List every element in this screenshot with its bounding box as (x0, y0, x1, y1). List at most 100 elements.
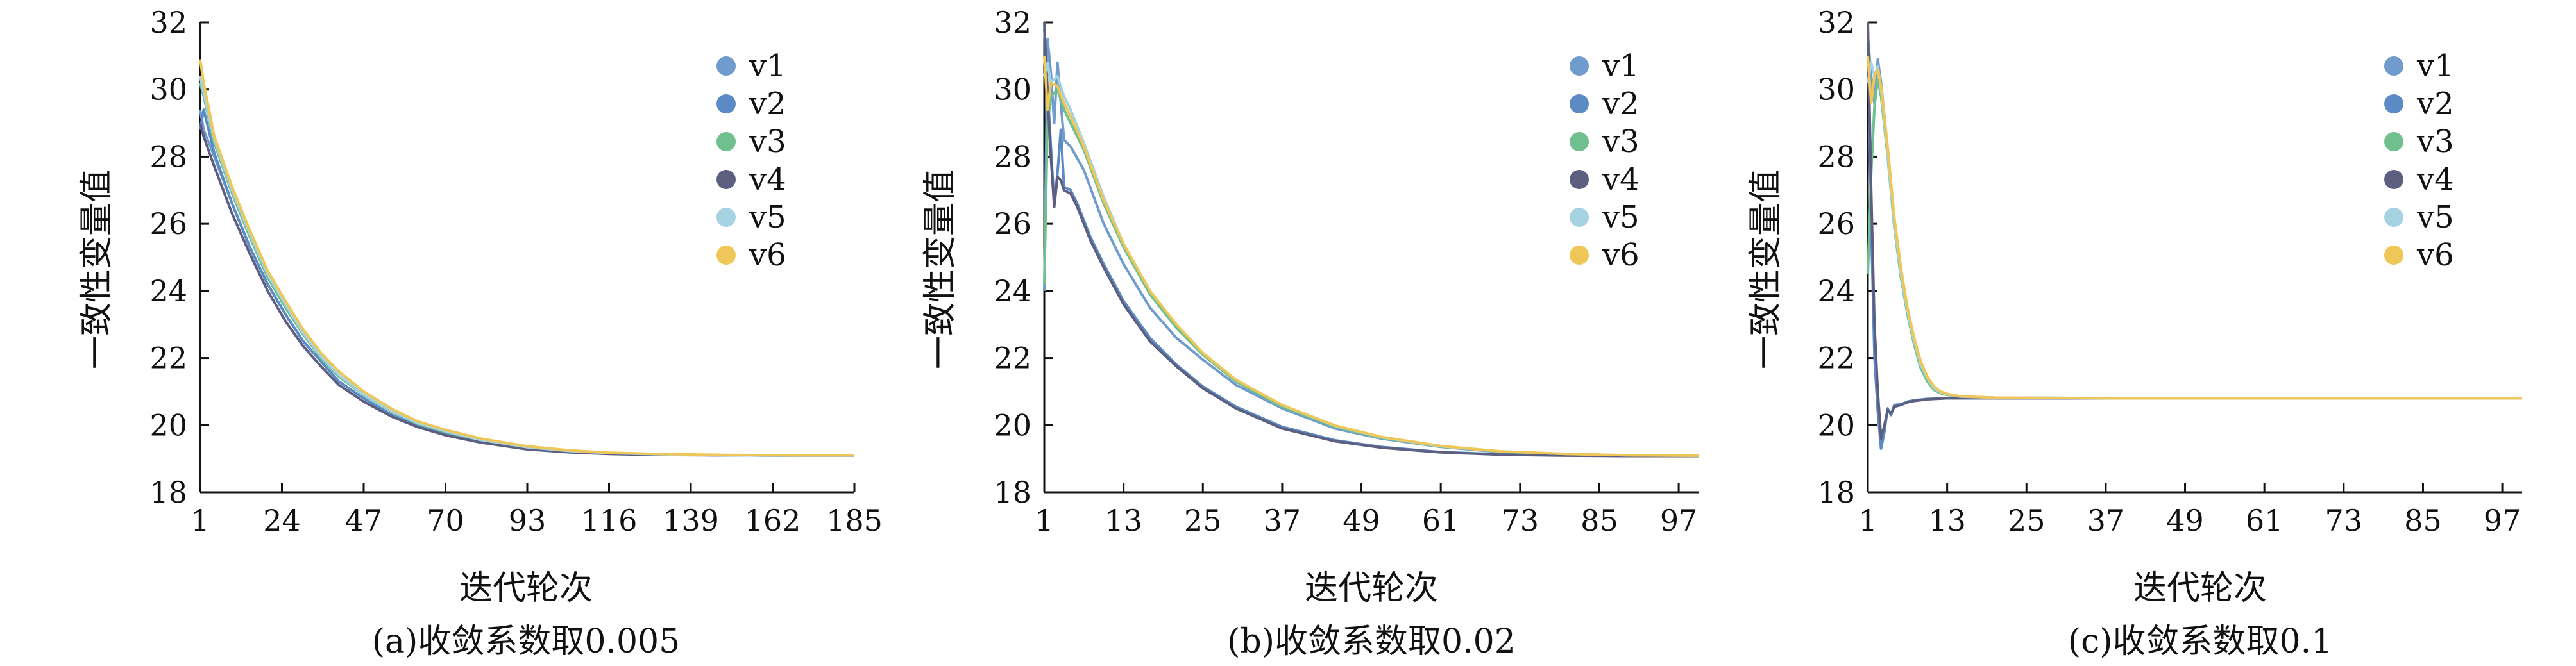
panel-a-series-v6 (199, 59, 854, 457)
panel-c-legend-label-v6: v6 (2416, 237, 2454, 273)
panel-a-legend-label-v4: v4 (749, 162, 786, 197)
panel-a-legend-label-v3: v3 (749, 124, 786, 160)
panel-a-ytick-label: 30 (149, 72, 187, 107)
panel-b-ytick-label: 18 (994, 475, 1031, 510)
panel-c: 一致性变量值 迭代轮次 (c)收敛系数取0.1 18 20 22 24 26 28 30 32… (1747, 5, 2522, 661)
panel-c-ytick-label: 32 (1817, 5, 1855, 40)
panel-b-ytick-label: 24 (994, 274, 1031, 308)
panel-b-xlabel: 迭代轮次 (1305, 569, 1438, 608)
panel-a-xtick-label: 24 (263, 503, 301, 538)
panel-b-series-v2 (1043, 29, 1699, 458)
panel-b-legend-label-v1: v1 (1602, 48, 1640, 84)
panel-b-legend-label-v2: v2 (1602, 86, 1640, 122)
panel-c-xtick-label: 37 (2087, 503, 2125, 538)
panel-c-legend-marker-v4 (2384, 170, 2403, 189)
panel-b-xtick-label: 73 (1502, 503, 1539, 538)
panel-c-legend-label-v5: v5 (2416, 199, 2454, 235)
panel-b-xtick-label: 85 (1580, 503, 1618, 538)
panel-a-caption: (a)收敛系数取0.005 (372, 622, 680, 661)
panel-c-xtick-label: 61 (2246, 503, 2284, 538)
panel-b-legend-marker-v2 (1570, 94, 1589, 113)
panel-a-ytick-label: 26 (149, 206, 187, 241)
panel-b-legend-label-v3: v3 (1602, 124, 1640, 160)
panel-b-xtick-label: 13 (1105, 503, 1142, 538)
panel-a-legend-marker-v5 (716, 208, 736, 227)
panel-a-xlabel: 迭代轮次 (459, 569, 593, 608)
panel-b-legend-marker-v6 (1570, 246, 1589, 265)
panel-a-legend-label-v1: v1 (749, 48, 786, 84)
panel-c-legend-label-v2: v2 (2416, 86, 2454, 122)
panel-b: 一致性变量值 迭代轮次 (b)收敛系数取0.02 18 20 22 24 26 28 30 3… (921, 5, 1699, 661)
panel-a-xtick-label: 1 (191, 503, 209, 538)
panel-a-ytick-label: 20 (149, 408, 187, 442)
panel-b-xtick-label: 61 (1422, 503, 1460, 538)
panel-c-xtick-label: 13 (1928, 503, 1966, 538)
panel-b-legend-label-v6: v6 (1602, 237, 1640, 273)
panel-a-xtick-label: 93 (509, 503, 547, 538)
panel-c-caption: (c)收敛系数取0.1 (2068, 622, 2332, 661)
panel-c-legend-label-v1: v1 (2416, 48, 2454, 84)
panel-a-xtick-label: 139 (663, 503, 719, 538)
panel-a-legend-label-v5: v5 (749, 199, 786, 235)
panel-a-xtick-label: 70 (427, 503, 464, 538)
panel-b-legend-label-v5: v5 (1602, 199, 1640, 235)
panel-b-ytick-label: 28 (994, 139, 1031, 174)
panel-c-ytick-label: 24 (1817, 274, 1855, 308)
panel-b-legend-label-v4: v4 (1602, 162, 1640, 197)
panel-c-ytick-label: 28 (1817, 139, 1855, 174)
panel-b-series-v3 (1043, 88, 1699, 458)
panel-a-xtick-label: 185 (826, 503, 883, 538)
panel-c-ytick-label: 18 (1817, 475, 1855, 510)
panel-b-legend-marker-v4 (1570, 170, 1589, 189)
panel-b-xtick-label: 1 (1035, 503, 1053, 538)
panel-b-series-v5 (1043, 61, 1699, 457)
panel-c-xtick-label: 49 (2166, 503, 2204, 538)
panel-b-ytick-label: 22 (994, 341, 1031, 376)
panel-b-caption: (b)收敛系数取0.02 (1227, 622, 1516, 661)
panel-a-ytick-label: 22 (149, 341, 187, 376)
panel-a-legend-marker-v1 (716, 56, 736, 76)
panel-c-xtick-label: 73 (2325, 503, 2363, 538)
panel-a-legend-marker-v3 (716, 132, 736, 151)
panel-c-legend-marker-v2 (2384, 94, 2403, 113)
panel-a-legend-marker-v4 (716, 170, 736, 189)
panel-a-ytick-label: 28 (149, 139, 187, 174)
panel-a-ytick-label: 32 (149, 5, 187, 40)
panel-b-legend-marker-v1 (1570, 56, 1589, 76)
panel-c-xlabel: 迭代轮次 (2133, 569, 2267, 608)
panel-b-ytick-label: 32 (994, 5, 1031, 40)
panel-c-xtick-label: 97 (2484, 503, 2521, 538)
panel-c-series-v4 (1867, 22, 2522, 440)
panel-b-legend-marker-v3 (1570, 132, 1589, 151)
panel-a-legend-marker-v6 (716, 246, 736, 265)
panel-c-xtick-label: 85 (2404, 503, 2442, 538)
panel-c-ytick-label: 22 (1817, 341, 1855, 376)
panel-a-xtick-label: 116 (581, 503, 638, 538)
panel-a-ytick-label: 18 (149, 475, 187, 510)
panel-a: 一致性变量值 迭代轮次 (a)收敛系数取0.005 18 20 22 24 26 28 30… (78, 5, 883, 661)
panel-c-ytick-label: 26 (1817, 206, 1855, 241)
panel-b-ylabel: 一致性变量值 (921, 169, 960, 369)
panel-b-ytick-label: 20 (994, 408, 1031, 442)
panel-a-ytick-label: 24 (149, 274, 187, 308)
panel-a-xtick-label: 47 (345, 503, 383, 538)
panel-c-ylabel: 一致性变量值 (1747, 169, 1785, 369)
panel-b-xtick-label: 97 (1660, 503, 1698, 538)
panel-a-xtick-label: 162 (745, 503, 801, 538)
panel-c-series-v6 (1867, 56, 2522, 400)
panel-b-series-v4 (1043, 22, 1699, 458)
panel-a-legend-label-v2: v2 (749, 86, 786, 122)
panel-c-legend-marker-v1 (2384, 56, 2403, 76)
panel-b-legend-marker-v5 (1570, 208, 1589, 227)
panel-b-series-v6 (1043, 56, 1699, 457)
panel-b-series-v1 (1043, 38, 1699, 458)
panel-c-legend-label-v4: v4 (2416, 162, 2454, 197)
panel-c-legend-label-v3: v3 (2416, 124, 2454, 160)
panel-b-xtick-label: 37 (1264, 503, 1301, 538)
panel-a-legend-label-v6: v6 (749, 237, 786, 273)
panel-a-ylabel: 一致性变量值 (78, 169, 116, 369)
panel-c-xtick-label: 25 (2008, 503, 2046, 538)
panel-c-legend-marker-v3 (2384, 132, 2403, 151)
panel-c-legend-marker-v6 (2384, 246, 2403, 265)
